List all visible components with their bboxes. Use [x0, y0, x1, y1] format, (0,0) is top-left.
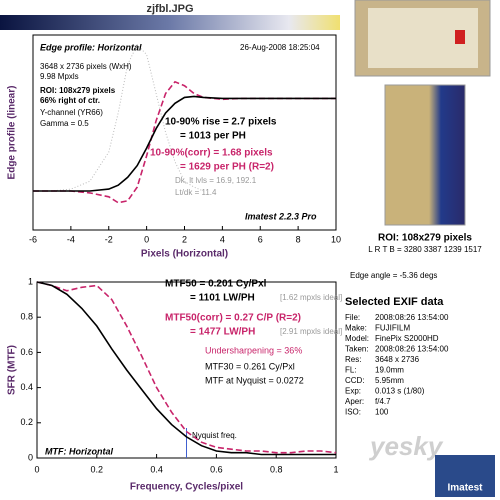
- annotation: ROI: 108x279 pixels: [40, 86, 116, 95]
- edge-angle: Edge angle = -5.36 degs: [350, 271, 437, 280]
- annotation: Edge profile: Horizontal: [40, 42, 142, 52]
- annotation: MTF: Horizontal: [45, 446, 113, 456]
- annotation: [2.91 mpxls ideal]: [280, 327, 342, 336]
- annotation: Imatest 2.2.3 Pro: [245, 211, 317, 221]
- exif-value: 5.95mm: [375, 376, 404, 385]
- y-tick-label: 0.6: [20, 347, 33, 357]
- exif-value: 3648 x 2736: [375, 355, 420, 364]
- logo-box: [435, 455, 495, 497]
- exif-value: FUJIFILM: [375, 324, 410, 333]
- y-tick-label: 0: [28, 452, 33, 462]
- file-title: zjfbl.JPG: [146, 3, 193, 15]
- series-line: [36, 281, 337, 454]
- exif-key: Res:: [345, 355, 361, 364]
- exif-key: CCD:: [345, 376, 365, 385]
- annotation: 66% right of ctr.: [40, 96, 100, 105]
- annotation: Dk, lt lvls = 16.9, 192.1: [175, 176, 257, 185]
- x-tick-label: -2: [105, 234, 113, 244]
- y-axis-label: Edge profile (linear): [7, 86, 18, 180]
- roi-image: [384, 84, 466, 226]
- annotation: 9.98 Mpxls: [40, 72, 79, 81]
- x-tick-label: 0.8: [270, 464, 283, 474]
- annotation: Undersharpening = 36%: [205, 345, 302, 355]
- x-axis-label: Frequency, Cycles/pixel: [130, 482, 243, 493]
- x-tick-label: 2: [182, 234, 187, 244]
- exif-key: File:: [345, 313, 360, 322]
- annotation: 3648 x 2736 pixels (WxH): [40, 62, 132, 71]
- y-tick-label: 0.8: [20, 312, 33, 322]
- series-line: [36, 281, 336, 456]
- x-tick-label: 0.4: [150, 464, 163, 474]
- logo: Imatest: [447, 483, 483, 494]
- annotation: = 1101 LW/PH: [190, 293, 255, 304]
- annotation: Y-channel (YR66): [40, 108, 103, 117]
- y-axis-label: SFR (MTF): [7, 345, 18, 395]
- exif-value: FinePix S2000HD: [375, 334, 439, 343]
- annotation: 10-90% rise = 2.7 pixels: [165, 117, 277, 128]
- annotation: Gamma = 0.5: [40, 119, 89, 128]
- y-tick-label: 1: [28, 276, 33, 286]
- annotation: = 1477 LW/PH: [190, 327, 255, 338]
- exif-key: FL:: [345, 366, 357, 375]
- annotation: MTF50 = 0.201 Cy/Pxl: [165, 279, 267, 290]
- x-tick-label: 6: [258, 234, 263, 244]
- x-tick-label: 0: [144, 234, 149, 244]
- exif-key: Model:: [345, 334, 369, 343]
- series-line: [33, 43, 204, 192]
- exif-value: 2008:08:26 13:54:00: [375, 313, 449, 322]
- exif-value: 19.0mm: [375, 366, 404, 375]
- x-tick-label: -6: [29, 234, 37, 244]
- lrtb: L R T B = 3280 3387 1239 1517: [368, 245, 482, 254]
- annotation: MTF at Nyquist = 0.0272: [205, 375, 304, 385]
- watermark: yesky: [368, 431, 444, 461]
- exif-value: 0.013 s (1/80): [375, 387, 425, 396]
- exif-key: ISO:: [345, 408, 361, 417]
- exif-key: Exp:: [345, 387, 361, 396]
- roi-label: ROI: 108x279 pixels: [378, 233, 472, 244]
- color-bar: [0, 15, 340, 30]
- exif-key: Aper:: [345, 397, 364, 406]
- exif-value: 2008:08:26 13:54:00: [375, 345, 449, 354]
- exif-value: 100: [375, 408, 389, 417]
- exif-key: Make:: [345, 324, 367, 333]
- x-tick-label: 4: [220, 234, 225, 244]
- x-tick-label: -4: [67, 234, 75, 244]
- exif-key: Taken:: [345, 345, 369, 354]
- annotation: Lt/dk = 11.4: [175, 188, 217, 197]
- annotation: = 1629 per PH (R=2): [180, 162, 274, 173]
- x-tick-label: 1: [333, 464, 338, 474]
- y-tick-label: 0.4: [20, 382, 33, 392]
- series-line: [33, 95, 336, 192]
- annotation: 10-90%(corr) = 1.68 pixels: [150, 148, 273, 159]
- annotation: MTF50(corr) = 0.27 C/P (R=2): [165, 313, 301, 324]
- y-tick-label: 0.2: [20, 417, 33, 427]
- x-tick-label: 0.6: [210, 464, 223, 474]
- x-tick-label: 10: [331, 234, 341, 244]
- annotation: [1.62 mpxls ideal]: [280, 293, 342, 302]
- exif-value: f/4.7: [375, 397, 391, 406]
- annotation: = 1013 per PH: [180, 131, 246, 142]
- thumbnail-roi: [455, 30, 465, 44]
- x-tick-label: 8: [296, 234, 301, 244]
- x-tick-label: 0.2: [91, 464, 104, 474]
- exif-title: Selected EXIF data: [345, 296, 444, 308]
- annotation: MTF30 = 0.261 Cy/Pxl: [205, 361, 295, 371]
- x-tick-label: 0: [34, 464, 39, 474]
- annotation: 26-Aug-2008 18:25:04: [240, 43, 320, 52]
- x-axis-label: Pixels (Horizontal): [141, 249, 228, 260]
- annotation: Nyquist freq.: [192, 431, 237, 440]
